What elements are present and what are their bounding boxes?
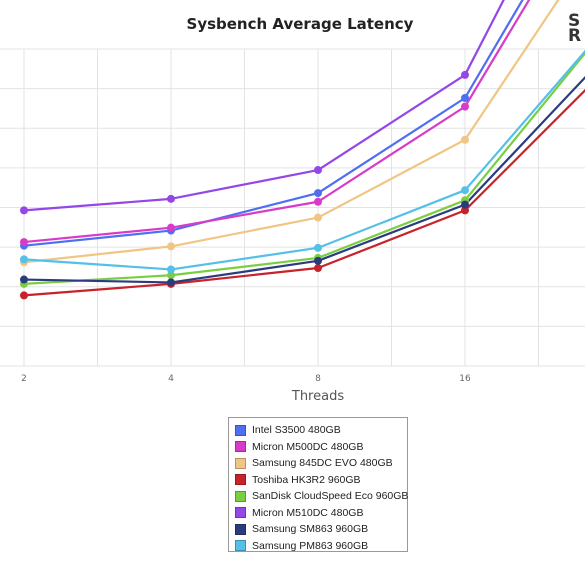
data-point <box>461 200 469 209</box>
chart-grid <box>0 48 585 367</box>
data-point <box>20 291 28 300</box>
legend-swatch <box>235 523 246 535</box>
legend-label: Samsung 845DC EVO 480GB <box>252 457 393 470</box>
data-point <box>20 206 28 215</box>
x-tick-label: 4 <box>168 374 174 384</box>
series-line <box>23 49 585 271</box>
chart-legend: Intel S3500 480GB Micron M500DC 480GB Sams… <box>228 417 408 552</box>
x-axis-ticks: 2 4 8 16 <box>21 374 471 384</box>
legend-label: SanDisk CloudSpeed Eco 960GB <box>252 490 409 503</box>
data-point <box>461 93 469 102</box>
x-tick-label: 2 <box>21 374 27 384</box>
data-point <box>20 275 28 284</box>
data-point <box>461 102 469 111</box>
legend-label: Intel S3500 480GB <box>252 424 341 437</box>
x-tick-label: 8 <box>315 374 321 384</box>
data-point <box>20 238 28 247</box>
data-point <box>314 264 322 273</box>
legend-swatch <box>235 540 246 552</box>
legend-item[interactable]: Toshiba HK3R2 960GB <box>235 472 407 489</box>
legend-item[interactable]: Intel S3500 480GB <box>235 422 407 439</box>
legend-item[interactable]: Samsung SM863 960GB <box>235 521 407 538</box>
legend-item[interactable]: Samsung PM863 960GB <box>235 538 407 555</box>
legend-label: Micron M500DC 480GB <box>252 440 364 453</box>
series-line <box>23 0 560 264</box>
legend-swatch <box>235 490 246 502</box>
data-point <box>314 189 322 198</box>
legend-item[interactable]: SanDisk CloudSpeed Eco 960GB <box>235 488 409 505</box>
legend-swatch <box>235 457 246 469</box>
legend-item[interactable]: Micron M510DC 480GB <box>235 505 407 522</box>
data-point <box>461 206 469 215</box>
legend-item[interactable]: Samsung 845DC EVO 480GB <box>235 455 407 472</box>
data-point <box>167 265 175 274</box>
x-axis-label: Threads <box>291 389 345 404</box>
legend-item[interactable]: Micron M500DC 480GB <box>235 439 407 456</box>
data-point <box>461 186 469 195</box>
legend-swatch <box>235 441 246 453</box>
legend-label: Samsung SM863 960GB <box>252 523 369 536</box>
data-point <box>314 213 322 222</box>
legend-swatch <box>235 507 246 519</box>
data-point <box>20 255 28 264</box>
chart-series-lines <box>23 0 585 297</box>
series-line <box>23 51 585 285</box>
data-point <box>167 242 175 251</box>
data-point <box>314 197 322 206</box>
legend-label: Samsung PM863 960GB <box>252 539 369 552</box>
data-point <box>167 278 175 287</box>
data-point <box>167 194 175 203</box>
data-point <box>314 166 322 175</box>
series-line <box>23 0 524 247</box>
data-point <box>461 70 469 79</box>
data-point <box>167 223 175 232</box>
legend-label: Micron M510DC 480GB <box>252 506 364 519</box>
legend-swatch <box>235 424 246 436</box>
data-point <box>314 256 322 265</box>
data-point <box>167 271 175 280</box>
data-point <box>461 135 469 144</box>
legend-swatch <box>235 474 246 486</box>
chart-data-points <box>20 70 469 300</box>
chart-title: Sysbench Average Latency <box>186 15 414 33</box>
legend-label: Toshiba HK3R2 960GB <box>252 473 361 486</box>
data-point <box>314 243 322 252</box>
x-tick-label: 16 <box>459 374 471 384</box>
series-line <box>23 0 505 212</box>
